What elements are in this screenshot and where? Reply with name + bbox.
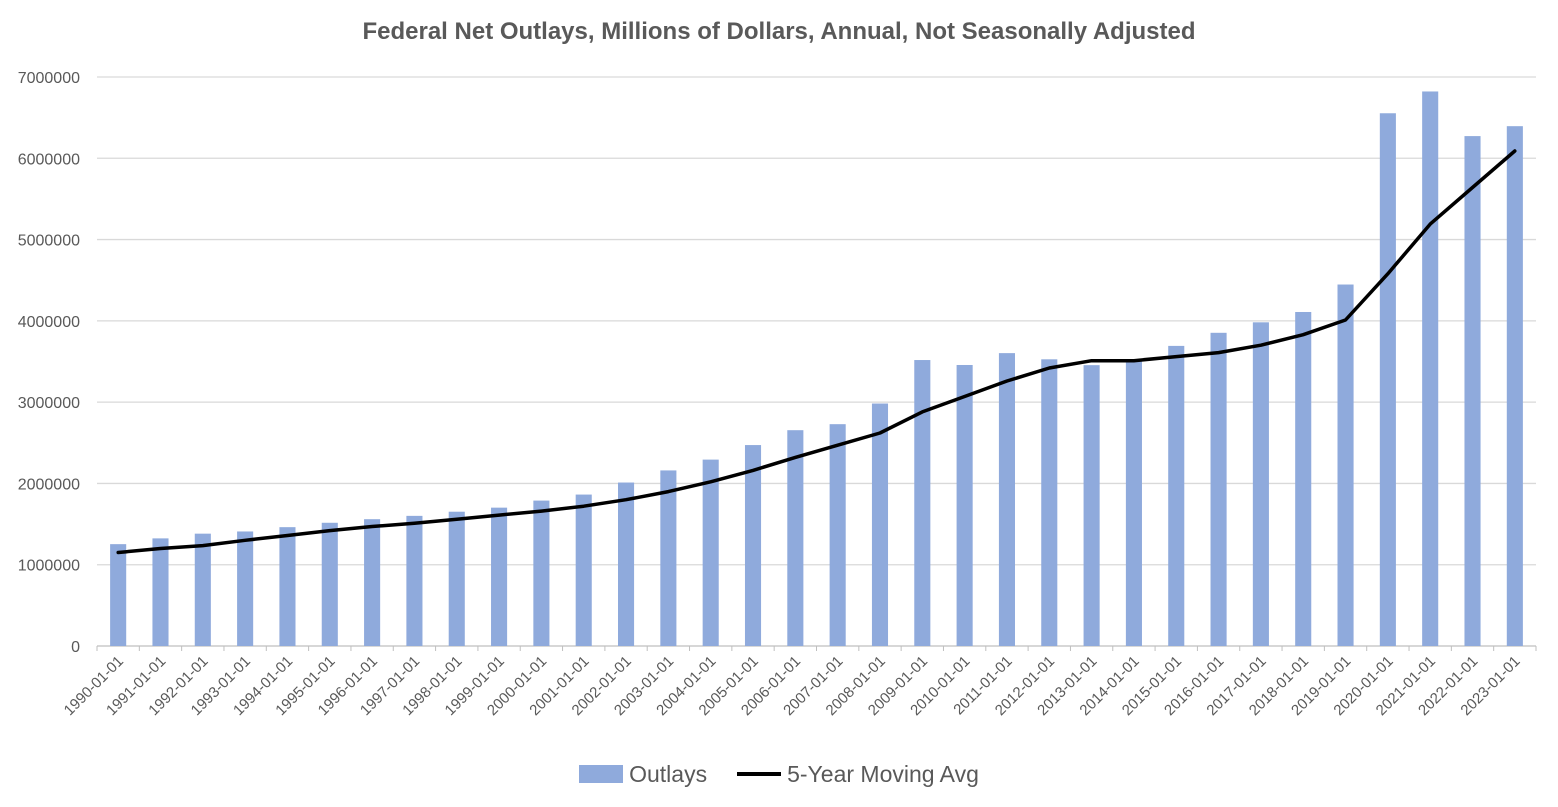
- bar-outlays: [533, 500, 550, 646]
- y-tick-label: 1000000: [18, 558, 80, 575]
- line-moving-avg: [116, 149, 1517, 555]
- bar-outlays: [1506, 126, 1523, 646]
- bar-outlays: [1125, 361, 1142, 646]
- y-tick-label: 5000000: [18, 233, 80, 250]
- bar-outlays: [194, 533, 211, 646]
- y-tick-label: 7000000: [18, 70, 80, 87]
- bar-outlays: [1210, 332, 1227, 646]
- y-tick-label: 4000000: [18, 314, 80, 331]
- bar-outlays: [321, 522, 338, 646]
- bar-outlays: [152, 538, 169, 646]
- bar-outlays: [491, 507, 508, 646]
- legend-swatch-moving-avg: [737, 772, 782, 776]
- bar-outlays: [871, 403, 889, 646]
- bar-outlays: [1295, 311, 1312, 646]
- bar-outlays: [914, 360, 931, 646]
- bar-outlays: [1464, 136, 1481, 646]
- bar-outlays: [1168, 345, 1185, 646]
- legend-swatch-outlays: [579, 765, 624, 783]
- bar-outlays: [998, 353, 1015, 646]
- bar-outlays: [1379, 113, 1396, 647]
- bar-outlays: [1337, 284, 1354, 646]
- bar-outlays: [364, 519, 381, 646]
- bar-outlays: [575, 494, 592, 646]
- legend-item-outlays: Outlays: [579, 761, 707, 788]
- bar-outlays: [110, 544, 127, 646]
- legend-item-moving-avg: 5-Year Moving Avg: [737, 761, 979, 788]
- bar-outlays: [829, 424, 846, 646]
- bar-outlays: [787, 430, 804, 646]
- bar-outlays: [956, 364, 973, 646]
- bar-outlays: [702, 459, 719, 646]
- bar-outlays: [237, 531, 254, 646]
- bar-outlays: [1041, 359, 1058, 646]
- y-tick-label: 6000000: [18, 151, 80, 168]
- legend-label-moving-avg: 5-Year Moving Avg: [787, 760, 979, 787]
- bar-outlays: [744, 445, 762, 646]
- y-tick-label: 3000000: [18, 395, 80, 412]
- bar-outlays: [1422, 91, 1439, 646]
- bar-outlays: [279, 527, 296, 646]
- bar-outlays: [1252, 322, 1269, 646]
- bar-outlays: [618, 482, 635, 646]
- bar-outlays: [448, 511, 465, 646]
- y-tick-label: 0: [71, 639, 80, 656]
- bar-outlays: [406, 515, 423, 646]
- legend-label-outlays: Outlays: [629, 760, 708, 787]
- legend: Outlays 5-Year Moving Avg: [0, 757, 1558, 791]
- bar-outlays: [1083, 365, 1100, 646]
- y-tick-label: 2000000: [18, 476, 80, 493]
- bar-outlays: [660, 470, 677, 646]
- chart-title: Federal Net Outlays, Millions of Dollars…: [362, 18, 1196, 45]
